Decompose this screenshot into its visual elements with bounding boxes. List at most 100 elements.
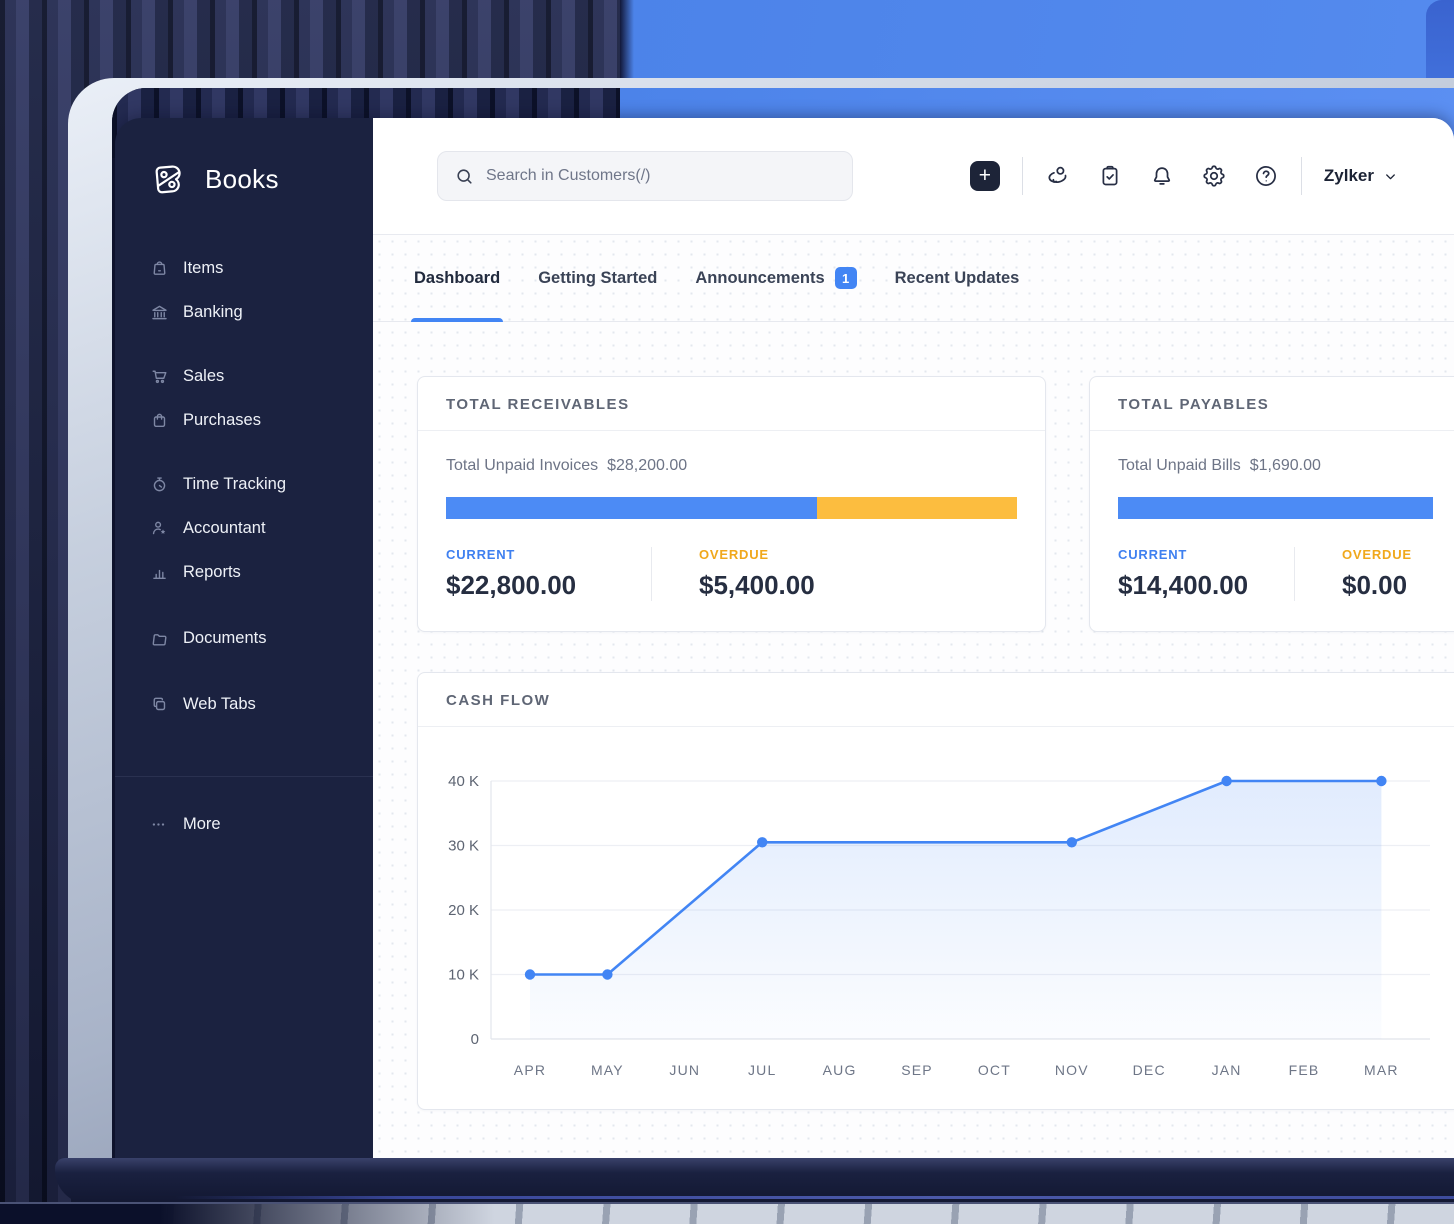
chevron-down-icon (1386, 173, 1395, 179)
sidebar-item-time-tracking[interactable]: Time Tracking (115, 462, 373, 506)
search-icon (457, 168, 472, 184)
svg-text:30 K: 30 K (448, 838, 479, 855)
overdue-label: OVERDUE (1342, 547, 1412, 562)
sidebar-item-label: Banking (183, 302, 243, 321)
total-receivables-card: TOTAL RECEIVABLES Total Unpaid Invoices … (417, 376, 1046, 632)
add-new-button[interactable]: + (969, 161, 1000, 191)
sidebar-item-documents[interactable]: Documents (115, 616, 373, 660)
sidebar-item-sales[interactable]: Sales (115, 354, 373, 398)
current-label: CURRENT (1118, 547, 1188, 562)
tab-bar: Dashboard Getting Started Announcements 1 Re… (373, 235, 1454, 322)
time-tracking-icon (149, 474, 170, 495)
notifications-icon[interactable] (1149, 163, 1175, 189)
payables-bar (1118, 497, 1433, 519)
total-payables-card: TOTAL PAYABLES Total Unpaid Bills $1,690… (1089, 376, 1454, 632)
card-title: TOTAL PAYABLES (1090, 377, 1454, 431)
tab-recent-updates[interactable]: Recent Updates (895, 235, 1020, 321)
svg-text:20 K: 20 K (448, 902, 479, 919)
sidebar-item-banking[interactable]: Banking (115, 290, 373, 334)
sidebar: Books Items Banking Sales Purchases Time Tra… (115, 118, 373, 1158)
sidebar-item-reports[interactable]: Reports (115, 550, 373, 594)
sidebar-item-label: Web Tabs (183, 694, 256, 713)
sidebar-item-label: Purchases (183, 410, 261, 429)
svg-text:JUN: JUN (669, 1062, 700, 1078)
stat-divider (651, 547, 652, 601)
topbar-divider (1300, 157, 1302, 195)
sidebar-item-purchases[interactable]: Purchases (115, 398, 373, 442)
payables-bar-current (1118, 497, 1433, 519)
sidebar-item-accountant[interactable]: Accountant (115, 506, 373, 550)
tab-getting-started[interactable]: Getting Started (538, 235, 657, 321)
tasks-icon[interactable] (1097, 163, 1123, 189)
laptop-bezel: Books Items Banking Sales Purchases Time Tra… (68, 78, 1454, 1158)
svg-text:DEC: DEC (1133, 1062, 1166, 1078)
svg-text:SEP: SEP (901, 1062, 933, 1078)
sidebar-group: Items Banking (115, 246, 373, 334)
sidebar-item-items[interactable]: Items (115, 246, 373, 290)
org-switcher[interactable]: Zylker (1324, 166, 1398, 186)
sidebar-group: Time Tracking Accountant Reports (115, 462, 373, 594)
receivables-bar-current (446, 497, 818, 519)
sidebar-item-more[interactable]: More (115, 802, 373, 846)
receivables-bar (446, 497, 1017, 519)
reports-icon (149, 562, 170, 583)
documents-icon (149, 628, 170, 649)
tab-label: Recent Updates (894, 268, 1020, 287)
app-logo[interactable]: Books (148, 158, 373, 200)
laptop-screen: Books Items Banking Sales Purchases Time Tra… (112, 88, 1454, 1158)
svg-text:MAY: MAY (591, 1062, 624, 1078)
tab-label: Dashboard (414, 268, 501, 287)
svg-text:NOV: NOV (1055, 1062, 1089, 1078)
app-title: Books (205, 163, 279, 194)
card-title: TOTAL RECEIVABLES (418, 377, 1045, 431)
svg-text:40 K: 40 K (448, 773, 479, 790)
topbar-divider (1021, 157, 1023, 195)
search-input[interactable] (486, 167, 836, 185)
sidebar-item-web-tabs[interactable]: Web Tabs (115, 682, 373, 726)
accountant-icon (149, 518, 170, 539)
search-box[interactable] (437, 151, 853, 201)
sidebar-item-label: Documents (183, 628, 267, 647)
svg-text:JUL: JUL (748, 1062, 777, 1078)
tab-dashboard[interactable]: Dashboard (410, 235, 504, 322)
overdue-amount: $5,400.00 (699, 570, 815, 600)
dashboard-content: TOTAL RECEIVABLES Total Unpaid Invoices … (373, 322, 1454, 1158)
dashboard-body: Dashboard Getting Started Announcements 1 Re… (373, 234, 1454, 1158)
unpaid-invoices-amount: $28,200.00 (607, 457, 688, 474)
overdue-label: OVERDUE (699, 547, 769, 562)
app-window: Books Items Banking Sales Purchases Time Tra… (115, 118, 1454, 1158)
sidebar-group: Documents (115, 616, 373, 660)
sidebar-group: Web Tabs (115, 682, 373, 726)
sidebar-menu: Items Banking Sales Purchases Time Tracking A… (115, 246, 373, 746)
sales-icon (149, 366, 170, 387)
svg-text:OCT: OCT (978, 1062, 1011, 1078)
current-amount: $22,800.00 (446, 570, 577, 600)
books-logo-icon (148, 158, 190, 200)
sidebar-item-label: Time Tracking (183, 474, 286, 493)
receivables-bar-overdue (817, 497, 1017, 519)
svg-text:AUG: AUG (823, 1062, 857, 1078)
help-icon[interactable] (1253, 163, 1279, 189)
svg-text:0: 0 (471, 1031, 479, 1048)
more-icon (149, 814, 170, 835)
sidebar-item-label: Items (183, 258, 224, 277)
laptop-deck (55, 1158, 1454, 1204)
referrals-icon[interactable] (1045, 163, 1071, 189)
tab-label: Announcements (695, 268, 825, 287)
cash-flow-chart: 0 10 K 20 K 30 K 40 K APR MAY JUN JUL AUG SEP OCT NO… (418, 727, 1454, 1109)
sidebar-item-label: Reports (183, 562, 241, 581)
current-amount: $14,400.00 (1118, 570, 1249, 600)
sidebar-item-label: More (183, 814, 221, 833)
settings-icon[interactable] (1201, 163, 1227, 189)
svg-text:JAN: JAN (1212, 1062, 1242, 1078)
sidebar-item-label: Sales (183, 366, 225, 385)
tab-announcements[interactable]: Announcements 1 (695, 235, 857, 321)
svg-text:10 K: 10 K (448, 967, 479, 984)
svg-text:FEB: FEB (1289, 1062, 1320, 1078)
org-name: Zylker (1323, 166, 1374, 185)
unpaid-bills-label: Total Unpaid Bills (1118, 457, 1241, 474)
items-icon (149, 258, 170, 279)
current-label: CURRENT (446, 547, 516, 562)
svg-text:MAR: MAR (1364, 1062, 1399, 1078)
